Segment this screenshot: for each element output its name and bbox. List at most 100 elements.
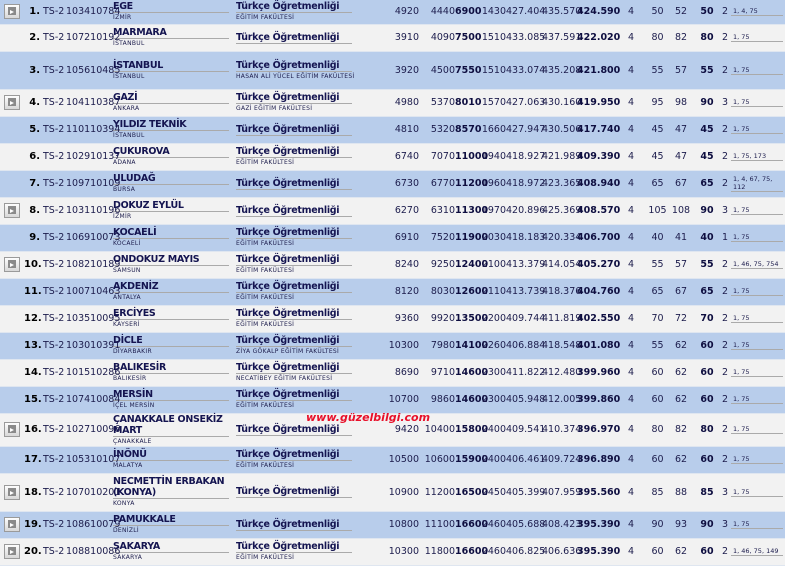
notes-link[interactable]: 1, 75	[731, 314, 783, 323]
notes-link[interactable]: 1, 75	[731, 33, 783, 42]
notes-link[interactable]: 1, 75	[731, 66, 783, 75]
table-row[interactable]: 16. TS-2 102710096 ÇANAKKALE ONSEKİZ MART ÇA…	[0, 413, 785, 447]
value-v2: 4440	[419, 0, 455, 25]
university-name[interactable]: MERSİN	[113, 389, 229, 401]
value-v7: 402.550	[577, 305, 620, 333]
video-icon[interactable]	[4, 4, 20, 20]
table-row[interactable]: 9. TS-2 106910073 KOCAELİ KOCAELİ Türkçe Öğre…	[0, 224, 785, 252]
value-v11: 55	[695, 251, 719, 279]
program-name[interactable]: Türkçe Öğretmenliği	[236, 124, 352, 136]
table-row[interactable]: 14. TS-2 101510286 BALIKESİR BALIKESİR Türkçe…	[0, 359, 785, 387]
university-name[interactable]: MARMARA	[113, 27, 229, 39]
university-name[interactable]: ÇUKUROVA	[113, 146, 229, 158]
program-name[interactable]: Türkçe Öğretmenliği	[236, 254, 352, 266]
table-row[interactable]: 19. TS-2 108610079 PAMUKKALE DENİZLİ Türkçe Ö…	[0, 511, 785, 539]
video-icon[interactable]	[4, 95, 20, 110]
value-v7: 419.950	[577, 89, 620, 117]
program-name[interactable]: Türkçe Öğretmenliği	[236, 335, 352, 347]
table-row[interactable]: 17. TS-2 105310107 İNÖNÜ MALATYA Türkçe Öğret…	[0, 446, 785, 474]
value-v12: 2	[719, 170, 731, 198]
program-name[interactable]: Türkçe Öğretmenliği	[236, 1, 352, 14]
notes-link[interactable]: 1, 75, 173	[731, 152, 783, 161]
notes-link[interactable]: 1, 75	[731, 125, 783, 134]
video-cell	[0, 251, 24, 279]
university-name[interactable]: ONDOKUZ MAYIS	[113, 254, 229, 266]
value-v3: 14600	[455, 359, 488, 387]
university-name[interactable]: BALIKESİR	[113, 362, 229, 374]
notes-link[interactable]: 1, 75	[731, 395, 783, 404]
program-name[interactable]: Türkçe Öğretmenliği	[236, 178, 352, 190]
university-name[interactable]: SAKARYA	[113, 541, 229, 553]
table-row[interactable]: 6. TS-2 102910137 ÇUKUROVA ADANA Türkçe Öğret…	[0, 143, 785, 171]
university-name[interactable]: İNÖNÜ	[113, 449, 229, 461]
notes-link[interactable]: 1, 75	[731, 233, 783, 242]
value-v5: 413.739	[506, 278, 545, 306]
university-name[interactable]: DİCLE	[113, 335, 229, 347]
notes-link[interactable]: 1, 75	[731, 341, 783, 350]
university-name[interactable]: İSTANBUL	[113, 60, 229, 72]
notes-link[interactable]: 1, 75	[731, 455, 783, 464]
notes-link[interactable]: 1, 75	[731, 425, 783, 434]
program-name[interactable]: Türkçe Öğretmenliği	[236, 486, 352, 498]
notes-link[interactable]: 1, 46, 75, 149	[731, 547, 783, 556]
notes-link[interactable]: 1, 75	[731, 368, 783, 377]
table-row[interactable]: 1. TS-2 103410784 EGE İZMİR Türkçe Öğretmenli…	[0, 0, 785, 25]
notes-link[interactable]: 1, 75	[731, 488, 783, 497]
program-name[interactable]: Türkçe Öğretmenliği	[236, 92, 352, 104]
program-name[interactable]: Türkçe Öğretmenliği	[236, 32, 352, 44]
table-row[interactable]: 20. TS-2 108810086 SAKARYA SAKARYA Türkçe Öğr…	[0, 538, 785, 566]
program-name[interactable]: Türkçe Öğretmenliği	[236, 541, 352, 553]
table-row[interactable]: 2. TS-2 107210192 MARMARA İSTANBUL Türkçe Öğr…	[0, 24, 785, 52]
university-name[interactable]: AKDENİZ	[113, 281, 229, 293]
program-name[interactable]: Türkçe Öğretmenliği	[236, 449, 352, 461]
table-row[interactable]: 5. TS-2 110110394 YILDIZ TEKNİK İSTANBUL Türk…	[0, 116, 785, 144]
table-row[interactable]: 11. TS-2 100710463 AKDENİZ ANTALYA Türkçe Öğr…	[0, 278, 785, 306]
university-name[interactable]: YILDIZ TEKNİK	[113, 119, 229, 131]
notes-link[interactable]: 1, 4, 75	[731, 7, 783, 17]
table-row[interactable]: 8. TS-2 103110196 DOKUZ EYLÜL İZMİR Türkçe Öğ…	[0, 197, 785, 225]
notes-link[interactable]: 1, 75	[731, 98, 783, 107]
program-name[interactable]: Türkçe Öğretmenliği	[236, 389, 352, 401]
notes-link[interactable]: 1, 75	[731, 206, 783, 215]
university-name[interactable]: KOCAELİ	[113, 227, 229, 239]
notes-link[interactable]: 1, 46, 75, 754	[731, 260, 783, 269]
university-name[interactable]: ERCİYES	[113, 308, 229, 320]
video-icon[interactable]	[4, 422, 20, 437]
university-name[interactable]: DOKUZ EYLÜL	[113, 200, 229, 212]
program-name[interactable]: Türkçe Öğretmenliği	[236, 146, 352, 158]
table-row[interactable]: 13. TS-2 103010391 DİCLE DİYARBAKIR Türkçe Öğ…	[0, 332, 785, 360]
table-row[interactable]: 18. TS-2 107010201 NECMETTİN ERBAKAN (KONYA…	[0, 473, 785, 512]
university-name[interactable]: ULUDAĞ	[113, 173, 229, 185]
table-row[interactable]: 15. TS-2 107410084 MERSİN İÇEL MERSİN Türkçe …	[0, 386, 785, 414]
notes-link[interactable]: 1, 75	[731, 287, 783, 296]
program-name[interactable]: Türkçe Öğretmenliği	[236, 227, 352, 239]
score-type: TS-2	[40, 143, 66, 171]
table-row[interactable]: 7. TS-2 109710109 ULUDAĞ BURSA Türkçe Öğretme…	[0, 170, 785, 198]
notes-link[interactable]: 1, 75	[731, 520, 783, 529]
rank: 9.	[24, 224, 40, 252]
table-row[interactable]: 4. TS-2 104110387 GAZİ ANKARA Türkçe Öğretmen…	[0, 89, 785, 117]
table-row[interactable]: 10. TS-2 108210189 ONDOKUZ MAYIS SAMSUN Türkç…	[0, 251, 785, 279]
university-name[interactable]: EGE	[113, 1, 229, 14]
program-name[interactable]: Türkçe Öğretmenliği	[236, 424, 352, 436]
video-icon[interactable]	[4, 544, 20, 559]
university-name[interactable]: ÇANAKKALE ONSEKİZ MART	[113, 414, 229, 437]
video-icon[interactable]	[4, 484, 20, 500]
program-name[interactable]: Türkçe Öğretmenliği	[236, 60, 352, 72]
video-icon[interactable]	[4, 203, 20, 218]
table-row[interactable]: 3. TS-2 105610485 İSTANBUL İSTANBUL Türkçe Öğ…	[0, 51, 785, 90]
value-v11: 45	[695, 116, 719, 144]
program-name[interactable]: Türkçe Öğretmenliği	[236, 519, 352, 531]
university-name[interactable]: PAMUKKALE	[113, 514, 229, 526]
university-name[interactable]: GAZİ	[113, 92, 229, 104]
program-name[interactable]: Türkçe Öğretmenliği	[236, 362, 352, 374]
video-icon[interactable]	[4, 517, 20, 532]
table-row[interactable]: 12. TS-2 103510095 ERCİYES KAYSERİ Türkçe Öğr…	[0, 305, 785, 333]
program-name[interactable]: Türkçe Öğretmenliği	[236, 281, 352, 293]
university-name[interactable]: NECMETTİN ERBAKAN (KONYA)	[113, 476, 229, 499]
city: SAMSUN	[113, 267, 141, 274]
program-name[interactable]: Türkçe Öğretmenliği	[236, 308, 352, 320]
notes-link[interactable]: 1, 4, 67, 75, 112	[731, 175, 783, 192]
program-name[interactable]: Türkçe Öğretmenliği	[236, 205, 352, 217]
video-icon[interactable]	[4, 257, 20, 272]
